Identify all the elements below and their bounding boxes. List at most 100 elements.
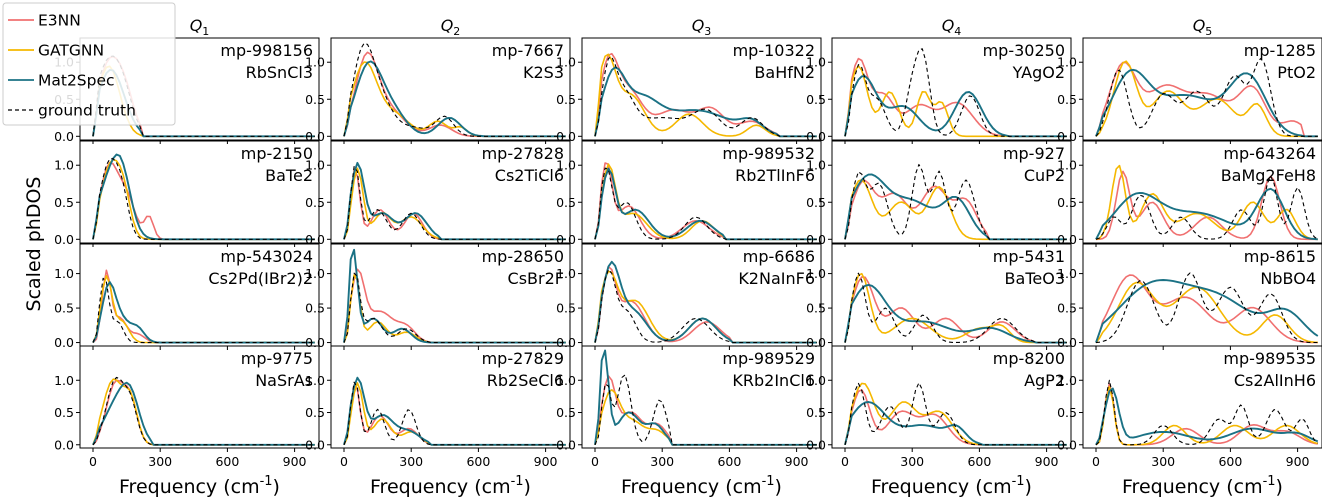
x-axis-label-superscript: -1 bbox=[511, 474, 524, 489]
material-id: mp-6686 bbox=[743, 247, 815, 266]
y-tick-label: 0.5 bbox=[54, 195, 74, 210]
x-tick-label: 900 bbox=[785, 454, 809, 469]
y-tick-label: 0.0 bbox=[806, 335, 826, 350]
material-formula: CuP2 bbox=[1024, 166, 1065, 185]
y-tick-label: 0.0 bbox=[806, 437, 826, 452]
series-gt-line bbox=[844, 48, 1067, 137]
material-formula: NbBO4 bbox=[1260, 269, 1316, 288]
y-tick-label: 0.0 bbox=[1057, 129, 1077, 144]
column-title-q: Q bbox=[1193, 16, 1206, 35]
x-axis-label-close: ) bbox=[1025, 476, 1032, 498]
x-tick-label: 300 bbox=[399, 454, 423, 469]
panel-frame bbox=[831, 345, 1072, 449]
panel-mp-927: mp-927 CuP2 0.0 0.5 1.0 bbox=[806, 140, 1072, 247]
x-axis-label-text: Frequency (cm bbox=[621, 476, 762, 498]
y-tick-label: 1.0 bbox=[806, 55, 826, 70]
legend-label: ground truth bbox=[38, 102, 136, 120]
y-tick-label: 0.0 bbox=[54, 129, 74, 144]
panel-frame bbox=[79, 345, 320, 449]
column-title-q: Q bbox=[190, 16, 203, 35]
panel-mp-989529: mp-989529 KRb2InCl6 0.0 0.5 1.0 0 300 600 900 bbox=[556, 345, 822, 469]
x-axis-label-text: Frequency (cm bbox=[370, 476, 511, 498]
x-tick-label: 300 bbox=[148, 454, 172, 469]
series-mat-line bbox=[1095, 68, 1318, 138]
series-gt-line bbox=[92, 277, 315, 344]
panel-mp-28650: mp-28650 CsBr2F 0.0 0.5 1.0 bbox=[305, 243, 571, 350]
material-id: mp-28650 bbox=[482, 247, 564, 266]
column-title: Q3 bbox=[692, 16, 712, 38]
material-formula: PtO2 bbox=[1277, 63, 1316, 82]
series-e3nn-line bbox=[343, 384, 566, 446]
panel-frame bbox=[581, 345, 822, 449]
series-gt-line bbox=[343, 381, 566, 446]
x-axis-label-close: ) bbox=[273, 476, 280, 498]
material-id: mp-2150 bbox=[241, 144, 313, 163]
y-tick-label: 0.0 bbox=[305, 232, 325, 247]
panel-grid: mp-998156RbSnCl30.00.51.0mp-7667K2S30.00… bbox=[54, 16, 1322, 469]
series-gt-line bbox=[343, 42, 566, 137]
series-gat-line bbox=[1095, 164, 1318, 241]
y-tick-label: 0.5 bbox=[1057, 405, 1077, 420]
panel-mp-2150: mp-2150 BaTe2 0.0 0.5 1.0 bbox=[54, 140, 320, 247]
y-tick-label: 0.5 bbox=[54, 405, 74, 420]
x-axis-label-superscript: -1 bbox=[1012, 474, 1025, 489]
x-axis-label-close: ) bbox=[524, 476, 531, 498]
y-tick-label: 1.0 bbox=[305, 158, 325, 173]
column-title-subscript: 1 bbox=[202, 25, 209, 38]
panel-mp-5431: mp-5431 BaTeO3 0.0 0.5 1.0 bbox=[806, 243, 1072, 350]
panel-frame bbox=[831, 37, 1072, 141]
series-mat-line bbox=[844, 283, 1067, 344]
series-gt-line bbox=[92, 55, 315, 137]
x-tick-label: 600 bbox=[466, 454, 490, 469]
legend-label: E3NN bbox=[38, 12, 81, 30]
y-tick-label: 0.5 bbox=[806, 92, 826, 107]
series-gt-line bbox=[594, 268, 817, 344]
column-title: Q4 bbox=[942, 16, 962, 38]
panel-frame bbox=[79, 140, 320, 244]
material-id: mp-989535 bbox=[1223, 349, 1316, 368]
y-tick-label: 1.0 bbox=[556, 266, 576, 281]
material-formula: Rb2TlInF6 bbox=[735, 166, 815, 185]
material-formula: Cs2AlInH6 bbox=[1234, 371, 1316, 390]
y-tick-label: 0.0 bbox=[556, 437, 576, 452]
x-tick-label: 900 bbox=[1286, 454, 1310, 469]
material-id: mp-998156 bbox=[220, 41, 313, 60]
series-e3nn-line bbox=[844, 276, 1067, 344]
x-axis-label-close: ) bbox=[1276, 476, 1283, 498]
y-tick-label: 1.0 bbox=[556, 55, 576, 70]
y-tick-label: 0.5 bbox=[305, 195, 325, 210]
material-formula: Cs2TiCl6 bbox=[495, 166, 564, 185]
column-title: Q5 bbox=[1193, 16, 1213, 38]
x-tick-label: 900 bbox=[283, 454, 307, 469]
x-axis-label-text: Frequency (cm bbox=[871, 476, 1012, 498]
material-id: mp-9775 bbox=[241, 349, 313, 368]
series-gt-line bbox=[1095, 379, 1319, 446]
column-title-q: Q bbox=[692, 16, 705, 35]
material-formula: RbSnCl3 bbox=[246, 63, 313, 82]
series-gt-line bbox=[1095, 272, 1318, 344]
y-tick-label: 1.0 bbox=[556, 373, 576, 388]
y-tick-label: 0.5 bbox=[556, 405, 576, 420]
series-gt-line bbox=[594, 167, 817, 240]
legend-label: Mat2Spec bbox=[38, 72, 115, 90]
material-id: mp-989529 bbox=[722, 349, 815, 368]
material-formula: K2S3 bbox=[523, 63, 564, 82]
x-axis-label-superscript: -1 bbox=[260, 474, 273, 489]
x-axis-label: Frequency (cm-1) bbox=[871, 474, 1032, 498]
series-e3nn-line bbox=[844, 389, 1067, 446]
y-tick-label: 0.0 bbox=[305, 437, 325, 452]
material-id: mp-1285 bbox=[1244, 41, 1316, 60]
y-tick-label: 0.5 bbox=[305, 92, 325, 107]
x-tick-label: 600 bbox=[215, 454, 239, 469]
panel-mp-643264: mp-643264 BaMg2FeH8 0.0 0.5 1.0 bbox=[1057, 140, 1322, 247]
x-axis-label: Frequency (cm-1) bbox=[621, 474, 782, 498]
x-axis-label-text: Frequency (cm bbox=[1122, 476, 1263, 498]
x-tick-label: 300 bbox=[650, 454, 674, 469]
x-axis-label-superscript: -1 bbox=[1263, 474, 1276, 489]
material-id: mp-5431 bbox=[993, 247, 1065, 266]
x-tick-label: 600 bbox=[1218, 454, 1242, 469]
series-gt-line bbox=[343, 272, 566, 344]
material-id: mp-30250 bbox=[983, 41, 1065, 60]
y-tick-label: 0.5 bbox=[1057, 301, 1077, 316]
x-axis-label-text: Frequency (cm bbox=[119, 476, 260, 498]
